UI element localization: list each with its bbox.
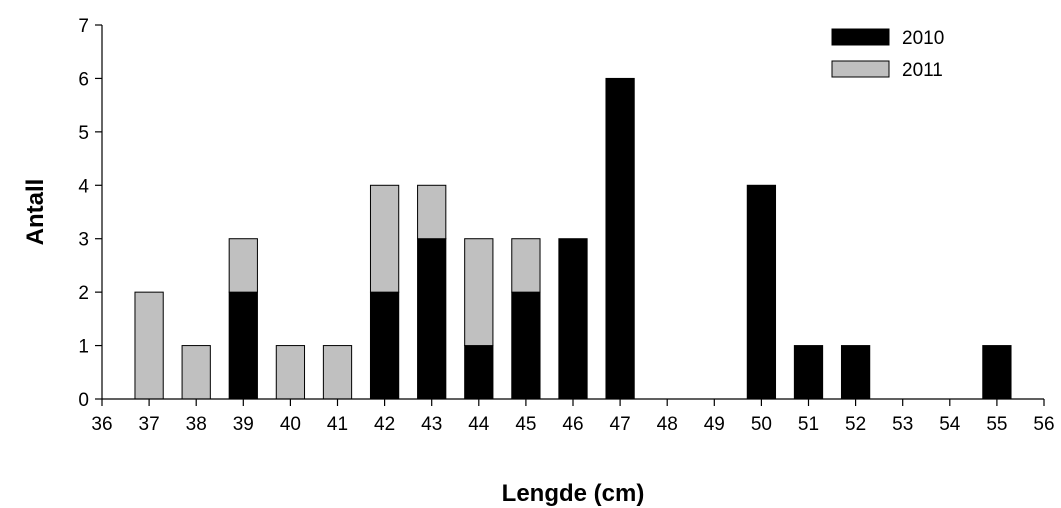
bar-2011-45 [511, 238, 541, 293]
legend-swatch-2010 [831, 28, 890, 46]
x-tick-label: 40 [280, 414, 301, 435]
legend-label-2010: 2010 [902, 28, 944, 49]
x-tick-label: 37 [139, 414, 160, 435]
x-tick-label: 53 [892, 414, 913, 435]
y-tick-label: 1 [78, 337, 89, 358]
x-axis-title: Lengde (cm) [502, 480, 645, 507]
x-tick-label: 51 [798, 414, 819, 435]
bars-group [134, 77, 1012, 400]
bar-2010-47 [605, 77, 635, 400]
x-tick-label: 48 [657, 414, 678, 435]
x-tick-label: 36 [91, 414, 112, 435]
y-tick-label: 6 [78, 69, 89, 90]
bar-2011-41 [322, 345, 353, 400]
y-tick-label: 7 [78, 16, 89, 37]
x-tick-label: 44 [468, 414, 490, 435]
bar-2010-51 [793, 345, 824, 400]
bar-2010-45 [511, 291, 541, 400]
x-tick-label: 50 [751, 414, 772, 435]
bar-2011-43 [417, 184, 447, 240]
bar-2010-55 [982, 345, 1012, 400]
x-tick-label: 43 [421, 414, 442, 435]
x-tick-label: 46 [562, 414, 583, 435]
y-tick-label: 5 [78, 123, 89, 144]
y-tick-label: 2 [78, 283, 89, 304]
x-tick-label: 38 [186, 414, 207, 435]
bar-2010-52 [840, 345, 871, 400]
bar-2010-50 [746, 184, 777, 400]
bar-2010-43 [417, 238, 447, 400]
x-tick-label: 47 [610, 414, 631, 435]
y-tick-label: 0 [78, 390, 89, 411]
legend: 2010 2011 [831, 28, 944, 81]
legend-swatch-2011 [831, 60, 890, 78]
y-axis-title: Antall [22, 179, 49, 246]
bar-2011-40 [275, 345, 306, 400]
bar-2011-44 [464, 238, 494, 347]
x-tick-label: 41 [327, 414, 348, 435]
bar-2010-39 [228, 291, 258, 400]
x-tick-label: 56 [1033, 414, 1054, 435]
x-tick-label: 42 [374, 414, 395, 435]
x-tick-label: 54 [939, 414, 961, 435]
bar-2010-46 [558, 238, 588, 400]
bar-2010-42 [369, 291, 400, 400]
bar-2010-44 [464, 345, 494, 400]
x-tick-label: 49 [704, 414, 725, 435]
x-tick-label: 52 [845, 414, 866, 435]
bar-2011-37 [134, 291, 164, 400]
x-tick-label: 45 [515, 414, 536, 435]
x-tick-label: 39 [233, 414, 254, 435]
bar-2011-42 [369, 184, 400, 293]
legend-label-2011: 2011 [902, 60, 943, 81]
bar-2011-39 [228, 238, 258, 293]
bar-2011-38 [181, 345, 211, 400]
x-tick-label: 55 [986, 414, 1007, 435]
y-tick-label: 4 [78, 176, 89, 197]
y-tick-label: 3 [78, 230, 89, 251]
